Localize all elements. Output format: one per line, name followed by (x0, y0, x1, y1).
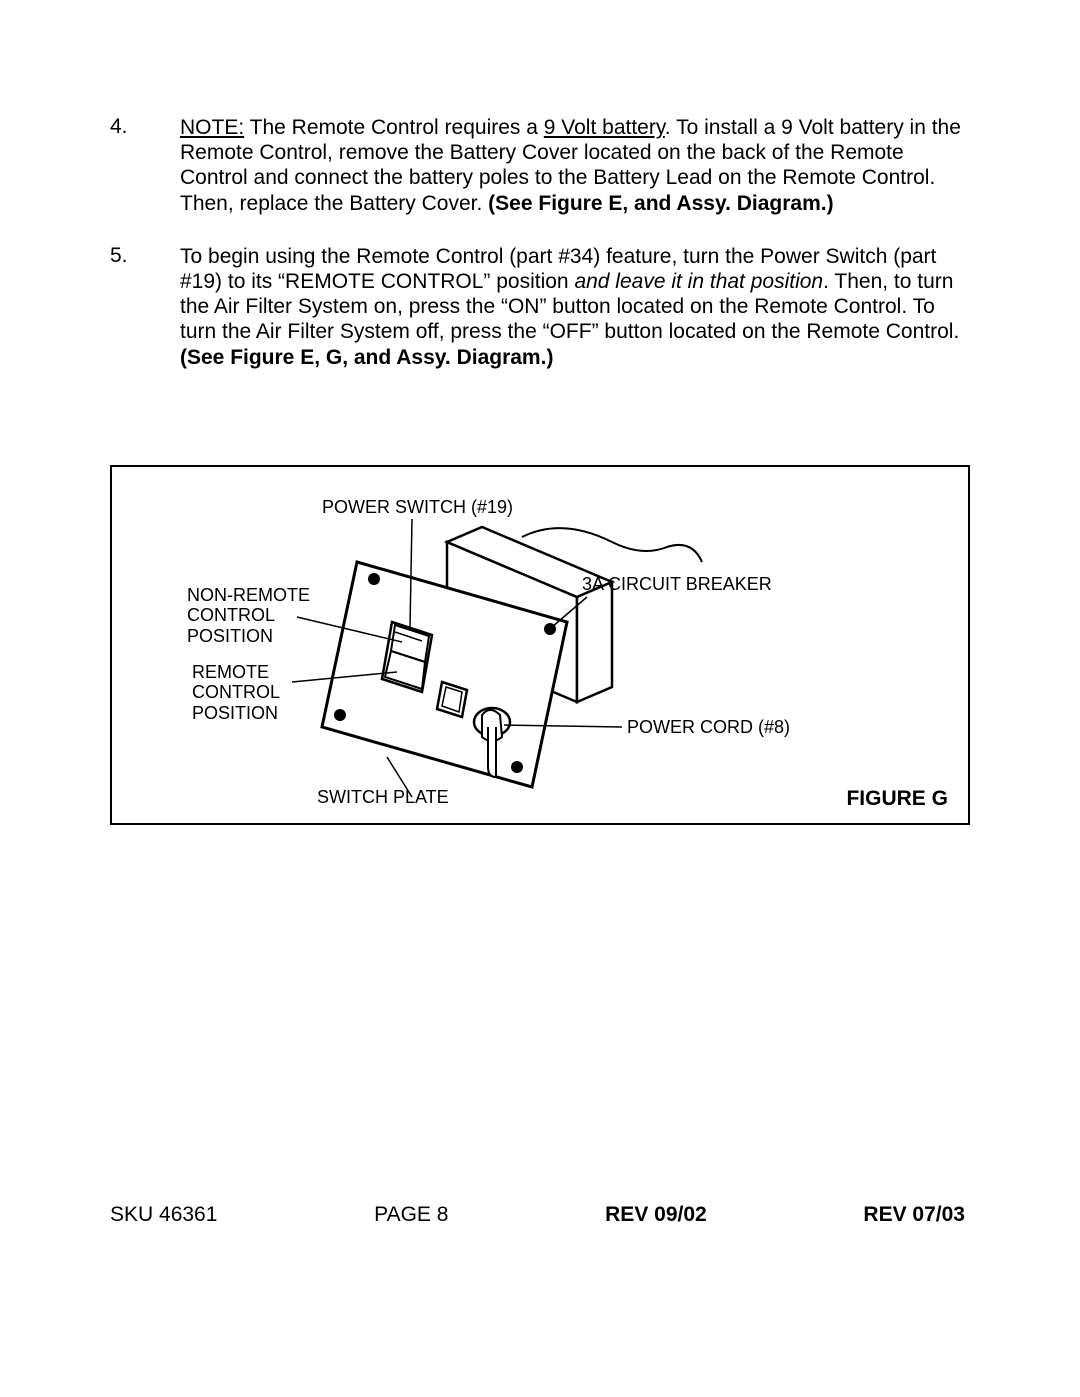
label-power-switch: POWER SWITCH (#19) (322, 497, 513, 518)
rev-2: REV 07/03 (863, 1203, 965, 1227)
label-switch-plate: SWITCH PLATE (317, 787, 449, 808)
list-body-4: NOTE: The Remote Control requires a 9 Vo… (180, 115, 970, 216)
label-remote: REMOTE CONTROL POSITION (192, 662, 280, 724)
list-body-5: To begin using the Remote Control (part … (180, 244, 970, 370)
battery-label: 9 Volt battery (544, 116, 665, 139)
text: The Remote Control requires a (244, 116, 544, 139)
sku-label: SKU 46361 (110, 1203, 217, 1227)
figure-title: FIGURE G (846, 787, 948, 811)
label-non-remote: NON-REMOTE CONTROL POSITION (187, 585, 310, 647)
ref-text: (See Figure E, and Assy. Diagram.) (488, 192, 833, 215)
note-label: NOTE: (180, 116, 244, 139)
figure-g-box: POWER SWITCH (#19) 3A CIRCUIT BREAKER NO… (110, 465, 970, 825)
page-footer: SKU 46361 PAGE 8 REV 09/02 REV 07/03 (110, 1203, 965, 1227)
list-item-5: 5. To begin using the Remote Control (pa… (110, 244, 970, 370)
page-number: PAGE 8 (374, 1203, 448, 1227)
list-item-4: 4. NOTE: The Remote Control requires a 9… (110, 115, 970, 216)
list-number: 5. (110, 244, 180, 370)
list-number: 4. (110, 115, 180, 216)
label-circuit-breaker: 3A CIRCUIT BREAKER (582, 574, 772, 595)
ref-text: (See Figure E, G, and Assy. Diagram.) (180, 346, 553, 369)
italic-text: and leave it in that position (574, 270, 823, 293)
rev-1: REV 09/02 (605, 1203, 707, 1227)
label-power-cord: POWER CORD (#8) (627, 717, 790, 738)
